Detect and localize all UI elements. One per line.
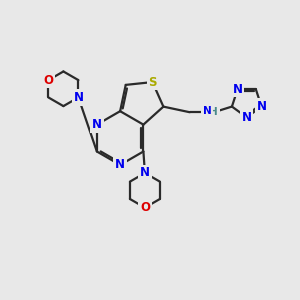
Text: N: N xyxy=(203,106,212,116)
Text: N: N xyxy=(242,111,252,124)
Text: H: H xyxy=(209,107,218,117)
Text: N: N xyxy=(232,83,243,96)
Text: N: N xyxy=(115,158,125,171)
Text: S: S xyxy=(148,76,157,88)
Text: N: N xyxy=(256,100,266,113)
Text: N: N xyxy=(92,118,102,131)
Text: O: O xyxy=(44,74,53,87)
Text: N: N xyxy=(74,91,83,104)
Text: O: O xyxy=(140,201,150,214)
Text: N: N xyxy=(140,167,150,179)
